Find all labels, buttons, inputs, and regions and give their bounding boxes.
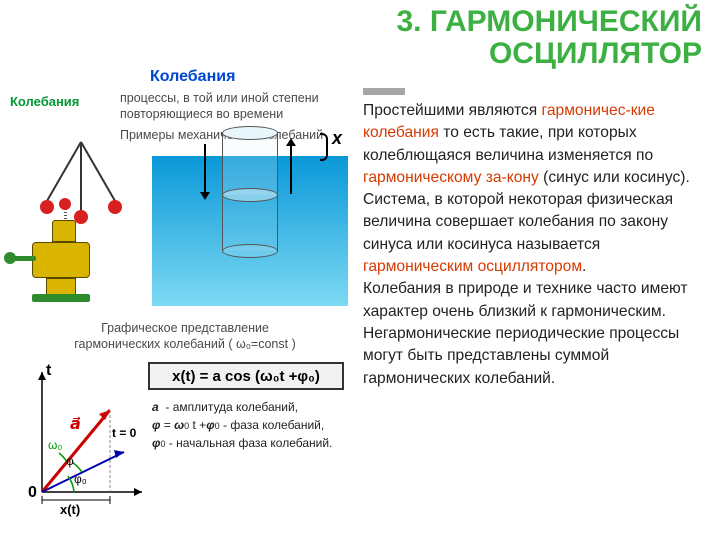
- graph-caption: Графическое представление гармонических …: [40, 320, 330, 353]
- main-body-text: Простейшими являются гармоничес-кие коле…: [363, 100, 704, 390]
- p2-red: гармоническим осциллятором: [363, 258, 582, 275]
- title-line-1: 3. ГАРМОНИЧЕСКИЙ: [397, 5, 703, 38]
- xt-label: x(t): [60, 502, 80, 517]
- t-axis-label: t: [46, 362, 51, 380]
- p3: Колебания в природе и технике часто имею…: [363, 280, 688, 319]
- omega-label: ω₀: [48, 438, 62, 452]
- p2-b: .: [582, 258, 586, 275]
- origin-label: 0: [28, 484, 37, 502]
- p4: Негармонические периодические процессы м…: [363, 325, 679, 387]
- p1-a: Простейшими являются: [363, 102, 542, 119]
- float-diagram: x: [152, 156, 348, 306]
- p1-c: (синус или косинус).: [539, 169, 690, 186]
- phasor-diagram: t t = 0 a⃗ ω₀ φ φ₀ 0 x(t): [12, 364, 142, 506]
- title-line-2: ОСЦИЛЛЯТОР: [489, 37, 702, 70]
- oscillation-definition: процессы, в той или иной степени повторя…: [120, 90, 348, 123]
- phasor-and-equation: t t = 0 a⃗ ω₀ φ φ₀ 0 x(t) x(t) = a cos (…: [0, 358, 352, 528]
- x-label: x: [332, 128, 342, 149]
- equation-legend: a a - амплитуда колебаний,- амплитуда ко…: [152, 398, 348, 452]
- p2-a: Система, в которой некоторая физическая …: [363, 191, 673, 253]
- slide-title: 3. ГАРМОНИЧЕСКИЙ ОСЦИЛЛЯТОР: [230, 6, 702, 69]
- oscillation-heading: Колебания: [150, 68, 235, 86]
- oscillation-label: Колебания: [10, 94, 79, 109]
- phi-label: φ: [66, 454, 74, 468]
- phi0-label: φ₀: [74, 472, 87, 486]
- mechanical-illustration: x: [8, 150, 348, 312]
- a-vec-label: a⃗: [70, 414, 81, 434]
- title-divider: [363, 88, 405, 95]
- equation-box: x(t) = a cos (ω₀t +φ₀): [148, 362, 344, 390]
- p1-red2: гармоническому за-кону: [363, 169, 539, 186]
- vice-icon: [8, 208, 118, 304]
- t0-label: t = 0: [112, 426, 136, 440]
